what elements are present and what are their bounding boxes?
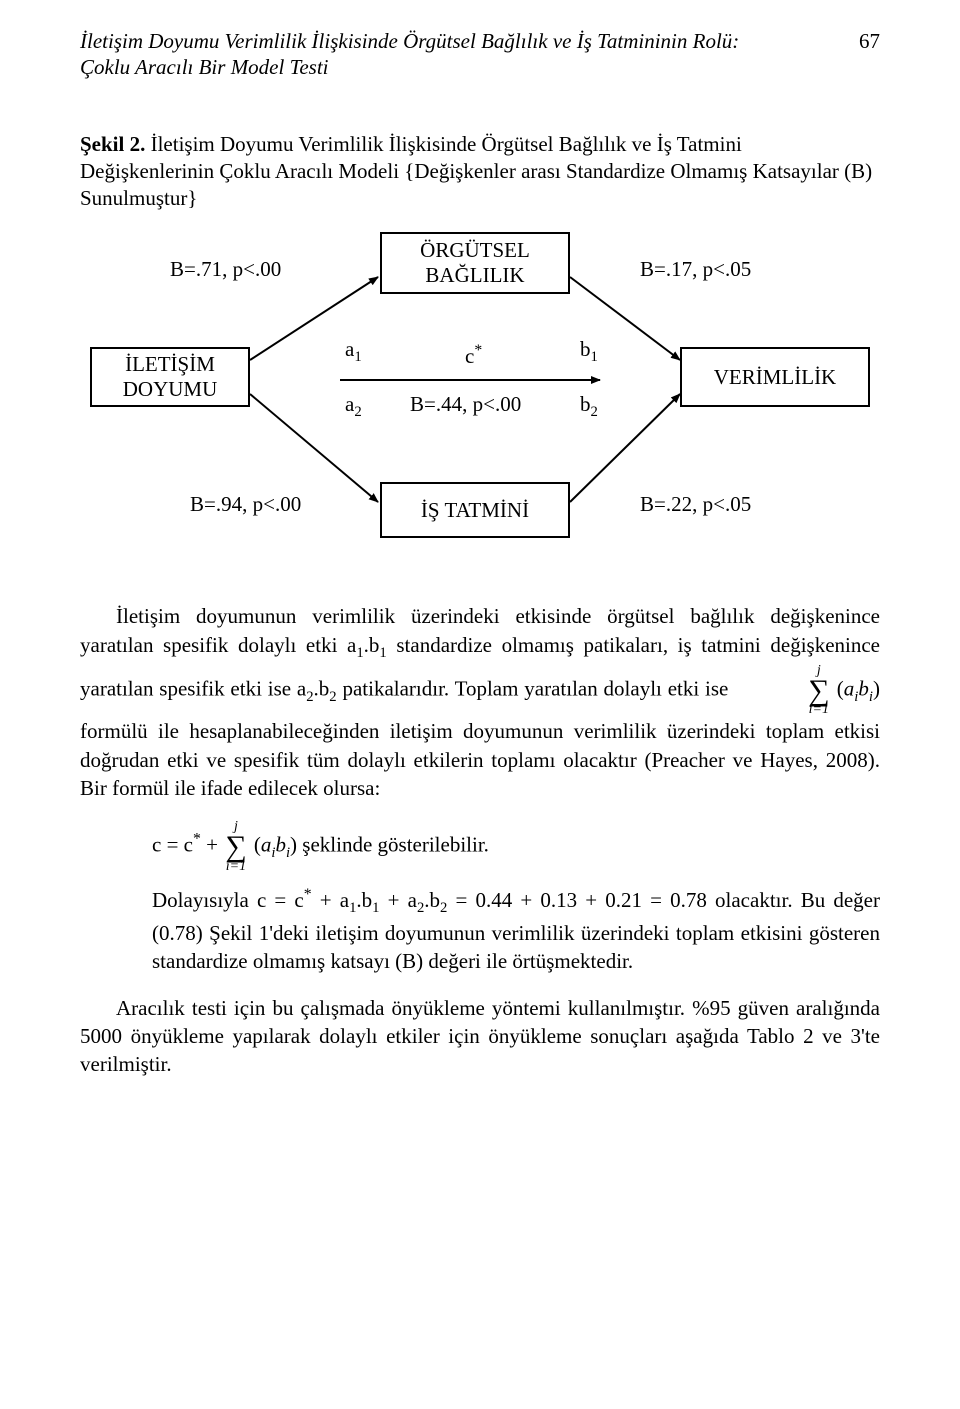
node-iletisim-doyumu: İLETİŞİM DOYUMU (90, 347, 250, 407)
label-b-left-top: B=.71, p<.00 (170, 257, 281, 282)
paragraph-3: Aracılık testi için bu çalışmada önyükle… (80, 994, 880, 1079)
p1-after2: patikalarıdır. Toplam yaratılan dolaylı … (337, 676, 735, 700)
label-b1: b1 (580, 337, 598, 366)
dolay-3: .b (356, 888, 372, 912)
running-title: İletişim Doyumu Verimlilik İlişkisinde Ö… (80, 28, 760, 81)
label-c-value: B=.44, p<.00 (410, 392, 521, 417)
page-number: 67 (859, 28, 880, 54)
label-b-left-bot: B=.94, p<.00 (190, 492, 301, 517)
dolay-1: Dolayısıyla c = c (152, 888, 304, 912)
node-verimlilik-line1: VERİMLİLİK (714, 365, 836, 390)
node-verimlilik: VERİMLİLİK (680, 347, 870, 407)
formula-line: c = c* + j ∑ i=1 (aibi) şeklinde gösteri… (152, 820, 880, 874)
page: İletişim Doyumu Verimlilik İlişkisinde Ö… (0, 0, 960, 1409)
node-orgutsel-line2: BAĞLILIK (425, 263, 524, 288)
paragraph-dolayisiyla: Dolayısıyla c = c* + a1.b1 + a2.b2 = 0.4… (152, 884, 880, 976)
node-orgutsel-baglilik: ÖRGÜTSEL BAĞLILIK (380, 232, 570, 294)
dolay-star: * (304, 886, 312, 903)
sum-bi-1: i (869, 689, 873, 705)
sum-b-1: b (858, 676, 869, 700)
figure-label: Şekil 2. (80, 132, 145, 156)
formula-pre: c = c (152, 833, 193, 857)
sum-a-2: a (261, 833, 272, 857)
figure-caption: Şekil 2. İletişim Doyumu Verimlilik İliş… (80, 131, 880, 213)
label-a1: a1 (345, 337, 362, 366)
node-iletisim-line1: İLETİŞİM (125, 352, 215, 377)
label-b-right-bot: B=.22, p<.05 (640, 492, 751, 517)
formula-tail: şeklinde gösterilebilir. (302, 833, 489, 857)
diagram: İLETİŞİM DOYUMU ÖRGÜTSEL BAĞLILIK İŞ TAT… (80, 232, 880, 572)
p1-mid2: .b (314, 676, 330, 700)
dolay-5: .b (424, 888, 440, 912)
sum-b-2: b (275, 833, 286, 857)
sigma-icon: ∑ (772, 678, 829, 704)
dolay-2: + a (312, 888, 349, 912)
p1-tail: formülü ile hesaplanabileceğinden iletiş… (80, 719, 880, 800)
label-b-right-top: B=.17, p<.05 (640, 257, 751, 282)
formula-plus: + (206, 833, 223, 857)
figure-caption-text: İletişim Doyumu Verimlilik İlişkisinde Ö… (80, 132, 872, 211)
sum-bi-2: i (286, 845, 290, 861)
label-c-star: c* (465, 342, 482, 369)
sigma-icon-2: ∑ (225, 834, 246, 860)
label-a2: a2 (345, 392, 362, 421)
paragraph-1: İletişim doyumunun verimlilik üzerindeki… (80, 602, 880, 802)
label-b2: b2 (580, 392, 598, 421)
sum-bot-2: i=1 (225, 860, 246, 874)
node-iletisim-line2: DOYUMU (123, 377, 218, 402)
inline-sum-1: j ∑ i=1 (aibi) (734, 664, 880, 718)
inline-sum-2: j ∑ i=1 (aibi) (223, 820, 297, 874)
dolay-4: + a (380, 888, 417, 912)
node-istatmini-line1: İŞ TATMİNİ (421, 498, 529, 523)
sum-bot-1: i=1 (772, 703, 829, 717)
formula-star: * (193, 831, 201, 848)
node-orgutsel-line1: ÖRGÜTSEL (420, 238, 530, 263)
running-header: İletişim Doyumu Verimlilik İlişkisinde Ö… (80, 28, 880, 81)
node-is-tatmini: İŞ TATMİNİ (380, 482, 570, 538)
p1-mid: .b (364, 633, 380, 657)
sum-a-1: a (844, 676, 855, 700)
